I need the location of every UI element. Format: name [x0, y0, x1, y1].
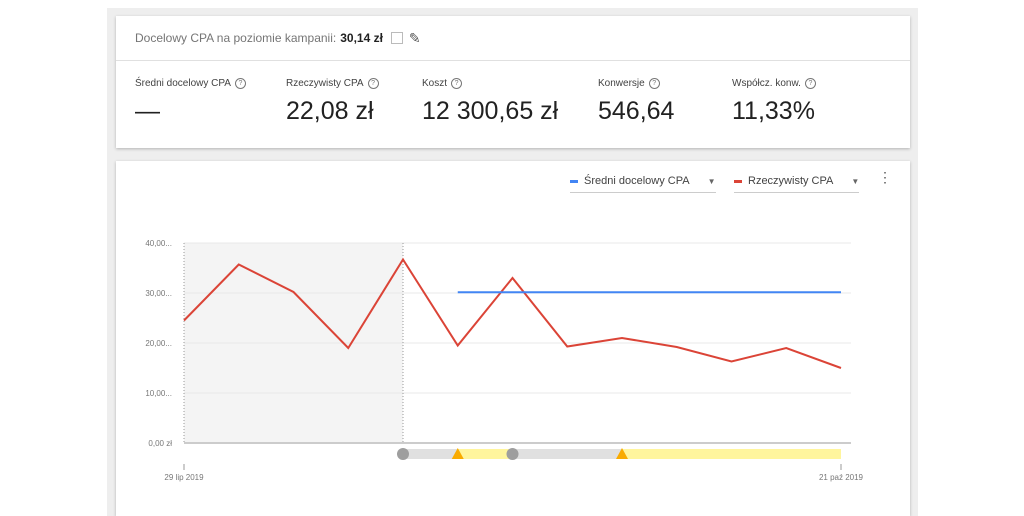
legend-swatch — [734, 179, 742, 183]
metric-label: Współcz. konw. — [732, 78, 801, 89]
timeline-yellow — [622, 449, 841, 459]
metric-value: 12 300,65 zł — [422, 97, 559, 125]
timeline-yellow — [457, 449, 513, 459]
timeline-grey — [512, 449, 622, 459]
metric-label: Koszt — [422, 78, 448, 89]
metric-value: 546,64 — [598, 97, 675, 125]
help-icon[interactable]: ? — [234, 78, 246, 89]
target-cpa-value: 30,14 zł — [340, 31, 383, 45]
metric: Rzeczywisty CPA? 22,08 zł — [286, 78, 379, 126]
metric-value: 22,08 zł — [286, 97, 374, 125]
campaign-target-cpa: Docelowy CPA na poziomie kampanii: 30,14… — [116, 16, 910, 61]
y-tick-label: 20,00... — [145, 339, 172, 348]
metric: Współcz. konw.? 11,33% — [732, 78, 816, 126]
metric-label: Średni docelowy CPA — [135, 78, 231, 89]
legend-label: Rzeczywisty CPA — [748, 175, 834, 187]
y-tick-label: 30,00... — [145, 289, 172, 298]
warning-icon — [616, 448, 628, 459]
pencil-icon[interactable]: ✎ — [408, 29, 421, 46]
chart-off-icon[interactable] — [390, 32, 403, 44]
timeline-marker-icon — [397, 448, 409, 460]
legend-select-target[interactable]: Średni docelowy CPA ▼ — [570, 175, 716, 193]
y-tick-label: 40,00... — [145, 239, 172, 248]
metric-value: 11,33% — [732, 97, 815, 125]
chevron-down-icon: ▼ — [851, 176, 860, 186]
x-end-label: 21 paź 2019 — [819, 473, 864, 482]
legend-swatch — [570, 179, 578, 183]
metric: Konwersje? 546,64 — [598, 78, 674, 126]
help-icon[interactable]: ? — [451, 78, 463, 89]
metric-label: Rzeczywisty CPA — [286, 78, 364, 89]
timeline-grey — [403, 449, 458, 459]
metric-label: Konwersje — [598, 78, 645, 89]
metric-value: — — [135, 97, 160, 125]
target-cpa-label: Docelowy CPA na poziomie kampanii: — [135, 31, 337, 45]
chevron-down-icon: ▼ — [707, 176, 716, 186]
warning-icon — [451, 448, 464, 459]
help-icon[interactable]: ? — [648, 78, 660, 89]
help-icon[interactable]: ? — [804, 78, 816, 89]
legend-label: Średni docelowy CPA — [584, 175, 690, 187]
y-tick-label: 0,00 zł — [148, 439, 172, 448]
x-start-label: 29 lip 2019 — [164, 473, 204, 482]
summary-card: Docelowy CPA na poziomie kampanii: 30,14… — [116, 16, 910, 148]
metric: Koszt? 12 300,65 zł — [422, 78, 558, 126]
legend-select-actual[interactable]: Rzeczywisty CPA ▼ — [734, 175, 860, 193]
help-icon[interactable]: ? — [367, 78, 379, 89]
metric: Średni docelowy CPA? — — [135, 78, 246, 126]
y-tick-label: 10,00... — [145, 389, 172, 398]
timeline-marker-icon — [506, 448, 519, 460]
series-line-0 — [183, 257, 842, 369]
